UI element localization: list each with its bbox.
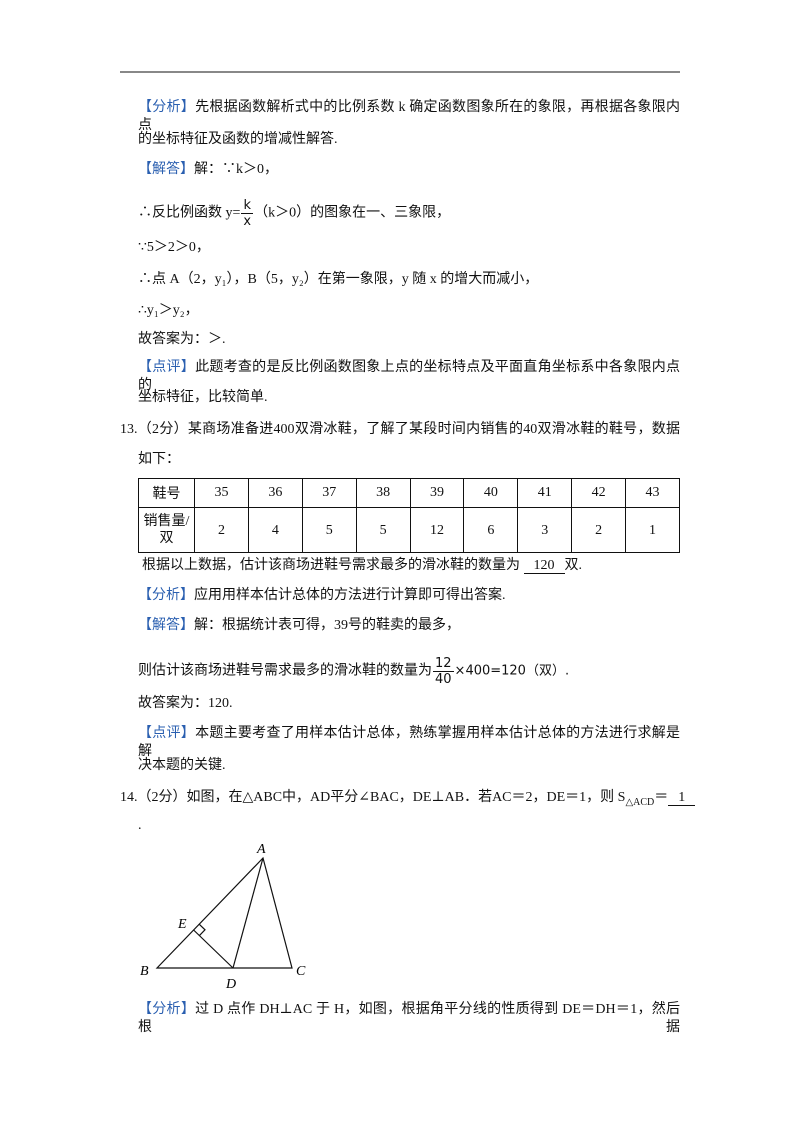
text-line: ∵5＞2＞0，	[138, 240, 210, 255]
text: 解：根据统计表可得，39号的鞋卖的最多，	[194, 618, 460, 633]
text-line: 如下：	[138, 452, 180, 467]
tag: 【点评】	[138, 360, 196, 375]
text-line: 【分析】过 D 点作 DH⊥AC 于 H，如图，根据角平分线的性质得到 DE＝D…	[138, 1001, 680, 1037]
right-angle-mark	[198, 923, 206, 937]
table-cell: 5	[355, 507, 411, 553]
tag: 【解答】	[138, 618, 194, 633]
table-cell: 5	[301, 507, 357, 553]
text-line: 【分析】应用用样本估计总体的方法进行计算即可得出答案.	[138, 587, 680, 605]
table-cell: 35	[194, 478, 249, 508]
segment-de	[193, 929, 234, 969]
table-row: 鞋号 35 36 37 38 39 40 41 42 43	[138, 478, 680, 508]
table-cell: 2	[194, 507, 249, 553]
table-cell: 2	[571, 507, 626, 553]
label-b: B	[140, 964, 149, 979]
table-cell: 6	[463, 507, 519, 553]
tag: 【分析】	[138, 100, 196, 115]
table-cell: 3	[517, 507, 573, 553]
tag: 【点评】	[138, 726, 196, 741]
label-c: C	[296, 964, 306, 979]
table-cell: 38	[355, 478, 411, 508]
label-e: E	[177, 917, 187, 932]
label-a: A	[256, 842, 266, 857]
answer: 1	[668, 790, 696, 806]
table-cell: 37	[301, 478, 357, 508]
text: ×400=120（双）.	[454, 663, 570, 679]
question-stem: 14.（2分）如图，在△ABC中，AD平分∠BAC，DE⊥AB．若AC＝2，DE…	[120, 789, 696, 812]
text-line: 则估计该商场进鞋号需求最多的滑冰鞋的数量为 12 40 ×400=120（双）.	[138, 656, 680, 687]
tag: 【分析】	[138, 1002, 196, 1017]
text: 双.	[564, 558, 583, 573]
table-cell: 12	[409, 507, 465, 553]
table-cell: 39	[409, 478, 465, 508]
text-line: 【点评】此题考查的是反比例函数图象上点的坐标特点及平面直角坐标系中各象限内点的	[138, 359, 680, 395]
table-cell: 1	[625, 507, 680, 553]
text: （k＞0）的图象在一、三象限，	[254, 205, 451, 221]
text-line: 故答案为：＞.	[138, 332, 226, 347]
text-line: 【点评】本题主要考查了用样本估计总体，熟练掌握用样本估计总体的方法进行求解是解	[138, 725, 680, 761]
text-line: ∴点 A（2，y₁），B（5，y₂）在第一象限，y 随 x 的增大而减小，	[138, 272, 539, 287]
text: 先根据函数解析式中的比例系数 k 确定函数图象所在的象限，再根据各象限内点	[138, 100, 681, 133]
triangle-figure	[155, 856, 293, 969]
label-d: D	[225, 977, 236, 992]
table-cell: 43	[625, 478, 680, 508]
table-cell: 鞋号	[138, 478, 195, 508]
text: 本题主要考查了用样本估计总体，熟练掌握用样本估计总体的方法进行求解是解	[138, 726, 681, 759]
text-line: 故答案为：120.	[138, 696, 233, 711]
table-cell: 36	[247, 478, 303, 508]
table-cell: 41	[517, 478, 573, 508]
text: 根据以上数据，估计该商场进鞋号需求最多的滑冰鞋的数量为	[142, 558, 520, 573]
text: 此题考查的是反比例函数图象上点的坐标特点及平面直角坐标系中各象限内点的	[138, 360, 681, 393]
text-line: 【分析】先根据函数解析式中的比例系数 k 确定函数图象所在的象限，再根据各象限内…	[138, 99, 680, 135]
question-stem: 13.（2分）某商场准备进400双滑冰鞋，了解了某段时间内销售的40双滑冰鞋的鞋…	[120, 422, 680, 437]
fraction: 12 40	[433, 656, 454, 687]
text-line: 【解答】解：∵k＞0，	[138, 161, 680, 179]
tag: 【分析】	[138, 588, 194, 603]
text: 解：∵k＞0，	[194, 162, 278, 177]
subscript: △ACD	[625, 796, 655, 808]
table-cell: 40	[463, 478, 519, 508]
text: 14.（2分）如图，在△ABC中，AD平分∠BAC，DE⊥AB．若AC＝2，DE…	[120, 790, 626, 805]
text: 应用用样本估计总体的方法进行计算即可得出答案.	[194, 588, 506, 603]
text-line: 的坐标特征及函数的增减性解答.	[138, 132, 338, 147]
tag: 【解答】	[138, 162, 194, 177]
text: 过 D 点作 DH⊥AC 于 H，如图，根据角平分线的性质得到 DE＝DH＝1，…	[138, 1002, 681, 1035]
segment-ad	[232, 857, 264, 969]
table-cell: 4	[247, 507, 303, 553]
table-row: 销售量/双 2 4 5 5 12 6 3 2 1	[138, 507, 680, 553]
text-line: 根据以上数据，估计该商场进鞋号需求最多的滑冰鞋的数量为 120 双.	[142, 557, 684, 575]
text-line: 【解答】解：根据统计表可得，39号的鞋卖的最多，	[138, 617, 680, 635]
text-line: 坐标特征，比较简单.	[138, 390, 268, 405]
text-line: .	[138, 818, 142, 833]
table-cell: 销售量/双	[138, 507, 195, 553]
text: 则估计该商场进鞋号需求最多的滑冰鞋的数量为	[138, 663, 432, 679]
denominator: 40	[435, 672, 452, 687]
data-table: 鞋号 35 36 37 38 39 40 41 42 43 销售量/双 2 4 5 5 12 6 3 2 1	[138, 478, 680, 553]
text: ∴反比例函数 y=	[138, 205, 241, 221]
answer: 120	[523, 558, 565, 574]
triangle-abc	[155, 856, 293, 969]
table-cell: 42	[571, 478, 626, 508]
text-line: ∴y₁＞y₂，	[138, 303, 199, 318]
numerator: k	[241, 198, 254, 214]
text-line: 决本题的关键.	[138, 758, 226, 773]
denominator: x	[243, 214, 252, 229]
text: ＝	[654, 790, 669, 805]
numerator: 12	[433, 656, 454, 672]
text-line: ∴反比例函数 y= k x （k＞0）的图象在一、三象限，	[138, 198, 680, 229]
